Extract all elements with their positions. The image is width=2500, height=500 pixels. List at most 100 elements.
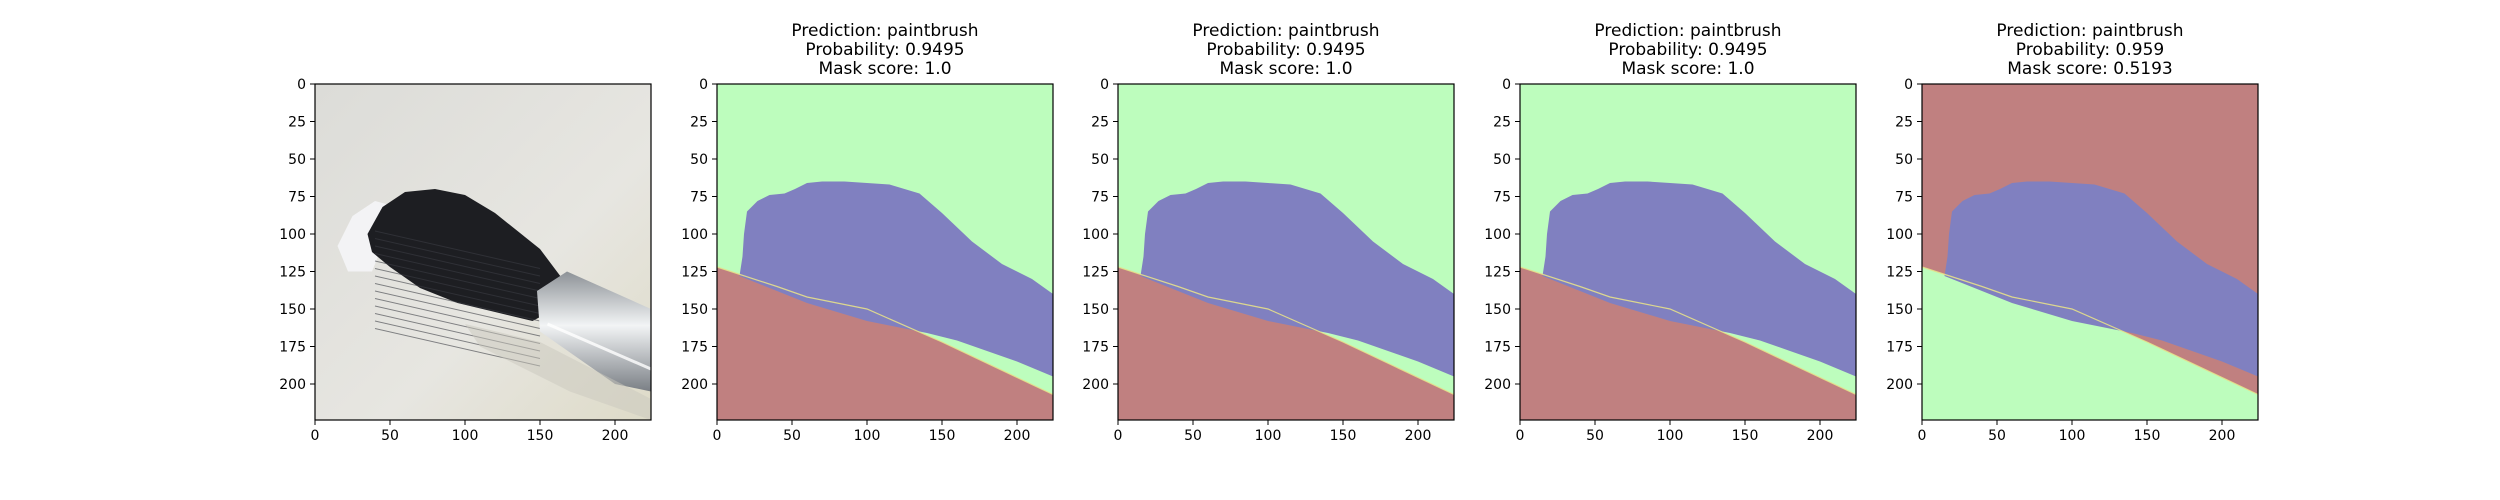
axes-frame — [1117, 83, 1455, 421]
y-tick-label: 50 — [690, 152, 708, 168]
y-tick-label: 0 — [699, 77, 708, 93]
y-tick-label: 125 — [681, 265, 708, 281]
y-tick-label: 150 — [279, 302, 306, 318]
panel-title-line: Probability: 0.9495 — [805, 40, 964, 60]
panel-input-image: 0 50 100 150 200 0 25 50 75 100 125 150 175 200 — [279, 77, 652, 444]
y-tick-label: 25 — [1895, 115, 1913, 131]
x-tick-label: 100 — [1255, 428, 1282, 444]
y-tick-label: 100 — [681, 227, 708, 243]
y-tick-label: 0 — [1502, 77, 1511, 93]
x-tick-label: 200 — [1807, 428, 1834, 444]
x-tick-label: 100 — [452, 428, 479, 444]
x-tick-label: 200 — [2209, 428, 2236, 444]
y-tick-label: 175 — [1886, 340, 1913, 356]
x-tick-label: 0 — [1516, 428, 1525, 444]
mask-region-bristles — [1542, 181, 1856, 377]
mask-region-bristles — [739, 181, 1053, 377]
panel-title-line: Mask score: 1.0 — [1219, 59, 1352, 79]
panel-title-line: Prediction: paintbrush — [1996, 21, 2183, 41]
y-tick-label: 50 — [1895, 152, 1913, 168]
y-tick-label: 125 — [279, 265, 306, 281]
y-tick-label: 75 — [1895, 190, 1913, 206]
panel-title-line: Mask score: 1.0 — [1621, 59, 1754, 79]
y-tick-label: 125 — [1484, 265, 1511, 281]
panel-title-line: Prediction: paintbrush — [791, 21, 978, 41]
panel-title-line: Probability: 0.9495 — [1608, 40, 1767, 60]
panel-title-line: Mask score: 0.5193 — [2007, 59, 2172, 79]
y-tick-label: 200 — [279, 377, 306, 393]
y-tick-label: 50 — [1493, 152, 1511, 168]
panel-mask-1: 0 50 100 150 200 0 25 50 75 100 125 150 175 200 — [681, 77, 1054, 444]
y-tick-label: 25 — [1091, 115, 1109, 131]
panel-mask-3: 0 50 100 150 200 0 25 50 75 100 125 150 175 200 — [1484, 77, 1857, 444]
y-tick-label: 150 — [1484, 302, 1511, 318]
y-tick-label: 25 — [288, 115, 306, 131]
y-tick-label: 175 — [1484, 340, 1511, 356]
panel-mask-2: 0 50 100 150 200 0 25 50 75 100 125 150 175 200 — [1082, 77, 1455, 444]
panel-title-line: Prediction: paintbrush — [1594, 21, 1781, 41]
mask-region-bristles — [1944, 181, 2258, 377]
mask-boundary — [1519, 266, 1857, 396]
y-tick-label: 200 — [1886, 377, 1913, 393]
x-tick-label: 100 — [1657, 428, 1684, 444]
x-tick-label: 200 — [1405, 428, 1432, 444]
x-tick-label: 100 — [854, 428, 881, 444]
mask-region-bottom — [1520, 267, 1856, 420]
x-tick-label: 150 — [1732, 428, 1759, 444]
y-tick-label: 75 — [1091, 190, 1109, 206]
y-tick-label: 175 — [279, 340, 306, 356]
x-tick-label: 150 — [2134, 428, 2161, 444]
x-tick-label: 150 — [527, 428, 554, 444]
y-tick-label: 100 — [1886, 227, 1913, 243]
y-tick-label: 25 — [690, 115, 708, 131]
x-tick-label: 0 — [1114, 428, 1123, 444]
x-tick-label: 150 — [929, 428, 956, 444]
y-tick-label: 100 — [1484, 227, 1511, 243]
y-tick-label: 75 — [1493, 190, 1511, 206]
y-tick-label: 50 — [1091, 152, 1109, 168]
y-tick-label: 50 — [288, 152, 306, 168]
y-tick-label: 100 — [1082, 227, 1109, 243]
y-tick-label: 125 — [1886, 265, 1913, 281]
y-tick-label: 150 — [1082, 302, 1109, 318]
panel-title-line: Probability: 0.959 — [2016, 40, 2164, 60]
x-tick-label: 50 — [1586, 428, 1604, 444]
panel-title-line: Prediction: paintbrush — [1192, 21, 1379, 41]
x-tick-label: 0 — [713, 428, 722, 444]
y-tick-label: 100 — [279, 227, 306, 243]
mask-region-bristles — [1140, 181, 1454, 377]
y-tick-label: 200 — [681, 377, 708, 393]
y-tick-label: 0 — [1100, 77, 1109, 93]
panel-title-line: Mask score: 1.0 — [818, 59, 951, 79]
mask-boundary — [716, 266, 1054, 396]
x-tick-label: 50 — [1988, 428, 2006, 444]
mask-boundary — [1117, 266, 1455, 396]
axes-frame — [1519, 83, 1857, 421]
axes-frame — [314, 83, 652, 421]
x-tick-label: 50 — [381, 428, 399, 444]
x-tick-label: 50 — [783, 428, 801, 444]
y-tick-label: 200 — [1082, 377, 1109, 393]
x-tick-label: 100 — [2059, 428, 2086, 444]
x-tick-label: 50 — [1184, 428, 1202, 444]
mask-region-bottom — [1118, 267, 1454, 420]
x-tick-label: 200 — [602, 428, 629, 444]
y-tick-label: 175 — [681, 340, 708, 356]
panel-mask-4: 0 50 100 150 200 0 25 50 75 100 125 150 175 200 — [1886, 77, 2259, 444]
y-tick-label: 150 — [681, 302, 708, 318]
panel-title-line: Probability: 0.9495 — [1206, 40, 1365, 60]
y-tick-label: 75 — [690, 190, 708, 206]
x-tick-label: 200 — [1004, 428, 1031, 444]
x-tick-label: 0 — [311, 428, 320, 444]
paintbrush-photo — [337, 189, 651, 420]
y-tick-label: 25 — [1493, 115, 1511, 131]
x-tick-label: 150 — [1330, 428, 1357, 444]
y-tick-label: 0 — [1904, 77, 1913, 93]
x-tick-label: 0 — [1918, 428, 1927, 444]
y-tick-label: 125 — [1082, 265, 1109, 281]
mask-region-bottom — [717, 267, 1053, 420]
y-tick-label: 200 — [1484, 377, 1511, 393]
y-tick-label: 0 — [297, 77, 306, 93]
y-tick-label: 75 — [288, 190, 306, 206]
mask-boundary — [1921, 266, 2259, 396]
